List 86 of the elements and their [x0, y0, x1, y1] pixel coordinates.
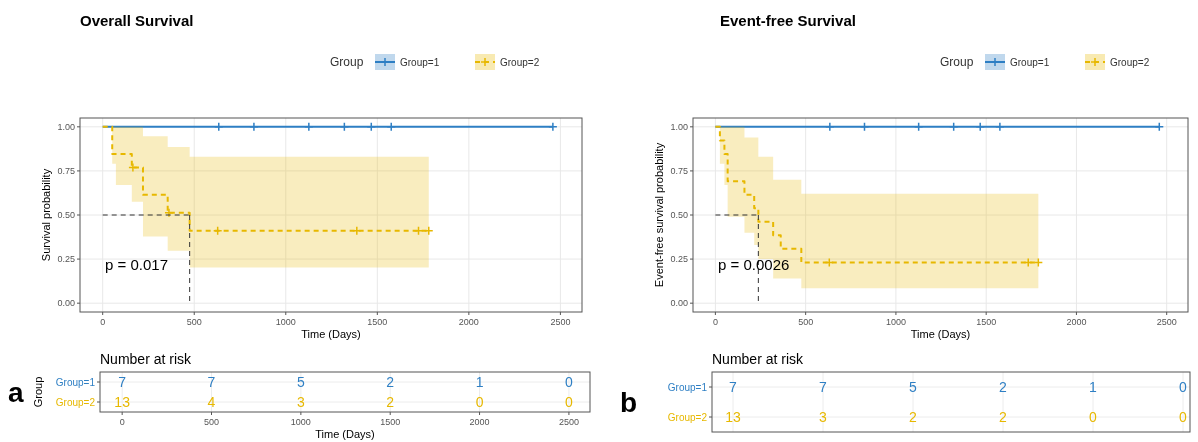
- data-label: 1: [475, 374, 484, 390]
- chart-title: Number at risk: [712, 351, 805, 367]
- data-label: 2: [999, 409, 1008, 425]
- x-tick-label: 0: [712, 317, 718, 327]
- data-label: 13: [725, 409, 741, 425]
- chart-title: Number at risk: [100, 351, 193, 367]
- y-tick-label: Group=1: [55, 376, 96, 388]
- legend-label: Group=2: [1110, 57, 1150, 68]
- x-tick-label: 2500: [1156, 317, 1177, 327]
- point: [424, 226, 434, 236]
- y-axis-title: Group: [32, 376, 44, 408]
- data-label: 5: [909, 379, 918, 395]
- y-axis-title: Event-free survival probability: [653, 142, 665, 288]
- x-tick-label: 2500: [550, 317, 571, 327]
- annotation: p = 0.0026: [718, 256, 790, 273]
- text: b: [620, 387, 638, 418]
- y-tick-label: 0.75: [670, 165, 688, 176]
- x-tick-label: 500: [798, 317, 814, 327]
- x-tick-label: 2000: [458, 317, 479, 327]
- x-axis-title: Time (Days): [301, 328, 361, 340]
- data-label: 5: [296, 374, 305, 390]
- chart-title: Event-free Survival: [720, 12, 856, 29]
- y-tick-label: 1.00: [57, 121, 75, 132]
- y-tick-label: 0.00: [670, 298, 688, 309]
- y-tick-label: 1.00: [670, 121, 688, 132]
- point: [548, 122, 558, 132]
- data-label: 7: [729, 379, 738, 395]
- x-tick-label: 500: [186, 317, 202, 327]
- x-tick-label: 0: [119, 417, 125, 427]
- x-tick-label: 1500: [976, 317, 997, 327]
- x-tick-label: 1000: [885, 317, 906, 327]
- y-tick-label: 0.25: [57, 254, 75, 265]
- x-axis-title: Time (Days): [910, 328, 971, 340]
- point: [214, 122, 224, 132]
- x-tick-label: 2500: [558, 417, 579, 427]
- x-tick-label: 500: [203, 417, 220, 427]
- data-label: 7: [819, 379, 828, 395]
- legend-title: Group: [330, 55, 364, 69]
- data-label: 0: [565, 394, 574, 410]
- x-tick-label: 1000: [275, 317, 296, 327]
- legend-label: Group=1: [1010, 57, 1050, 68]
- point: [304, 122, 314, 132]
- point: [212, 226, 223, 236]
- data-label: 7: [118, 374, 127, 390]
- data-label: 0: [565, 374, 574, 390]
- point: [413, 226, 424, 236]
- legend-label: Group=2: [500, 57, 540, 68]
- point: [352, 226, 362, 236]
- y-tick-label: Group=2: [667, 411, 708, 423]
- point: [128, 162, 138, 173]
- x-tick-label: 1000: [290, 417, 311, 427]
- x-axis-title: Time (Days): [315, 428, 375, 440]
- y-tick-label: Group=1: [667, 381, 708, 393]
- x-tick-label: 1500: [367, 317, 388, 327]
- data-label: 2: [386, 394, 395, 410]
- y-tick-label: 0.25: [670, 254, 688, 265]
- y-tick-label: 0.50: [670, 210, 688, 220]
- y-tick-label: 0.50: [57, 210, 75, 220]
- data-label: 2: [909, 409, 918, 425]
- y-axis-title: Survival probability: [40, 168, 52, 262]
- data-label: 1: [1089, 379, 1098, 395]
- x-tick-label: 0: [100, 317, 106, 327]
- legend-title: Group: [940, 55, 974, 69]
- y-tick-label: Group=2: [55, 396, 96, 408]
- x-tick-label: 1500: [380, 417, 401, 427]
- data-label: 13: [114, 394, 131, 410]
- data-label: 0: [1179, 379, 1188, 395]
- point: [366, 122, 377, 132]
- x-tick-label: 2000: [1066, 317, 1087, 327]
- point: [249, 122, 259, 132]
- x-tick-label: 2000: [469, 417, 490, 427]
- data-label: 2: [386, 374, 395, 390]
- data-label: 2: [999, 379, 1008, 395]
- data-label: 3: [296, 394, 305, 410]
- text: a: [8, 377, 24, 408]
- y-tick-label: 0.75: [57, 165, 75, 176]
- y-tick-label: 0.00: [57, 298, 75, 309]
- point: [339, 122, 350, 132]
- data-label: 0: [475, 394, 484, 410]
- legend-label: Group=1: [400, 57, 440, 68]
- chart-title: Overall Survival: [80, 12, 194, 29]
- data-label: 4: [207, 394, 216, 410]
- point: [386, 122, 396, 132]
- annotation: p = 0.017: [105, 256, 168, 273]
- data-label: 7: [207, 374, 216, 390]
- data-label: 3: [819, 409, 828, 425]
